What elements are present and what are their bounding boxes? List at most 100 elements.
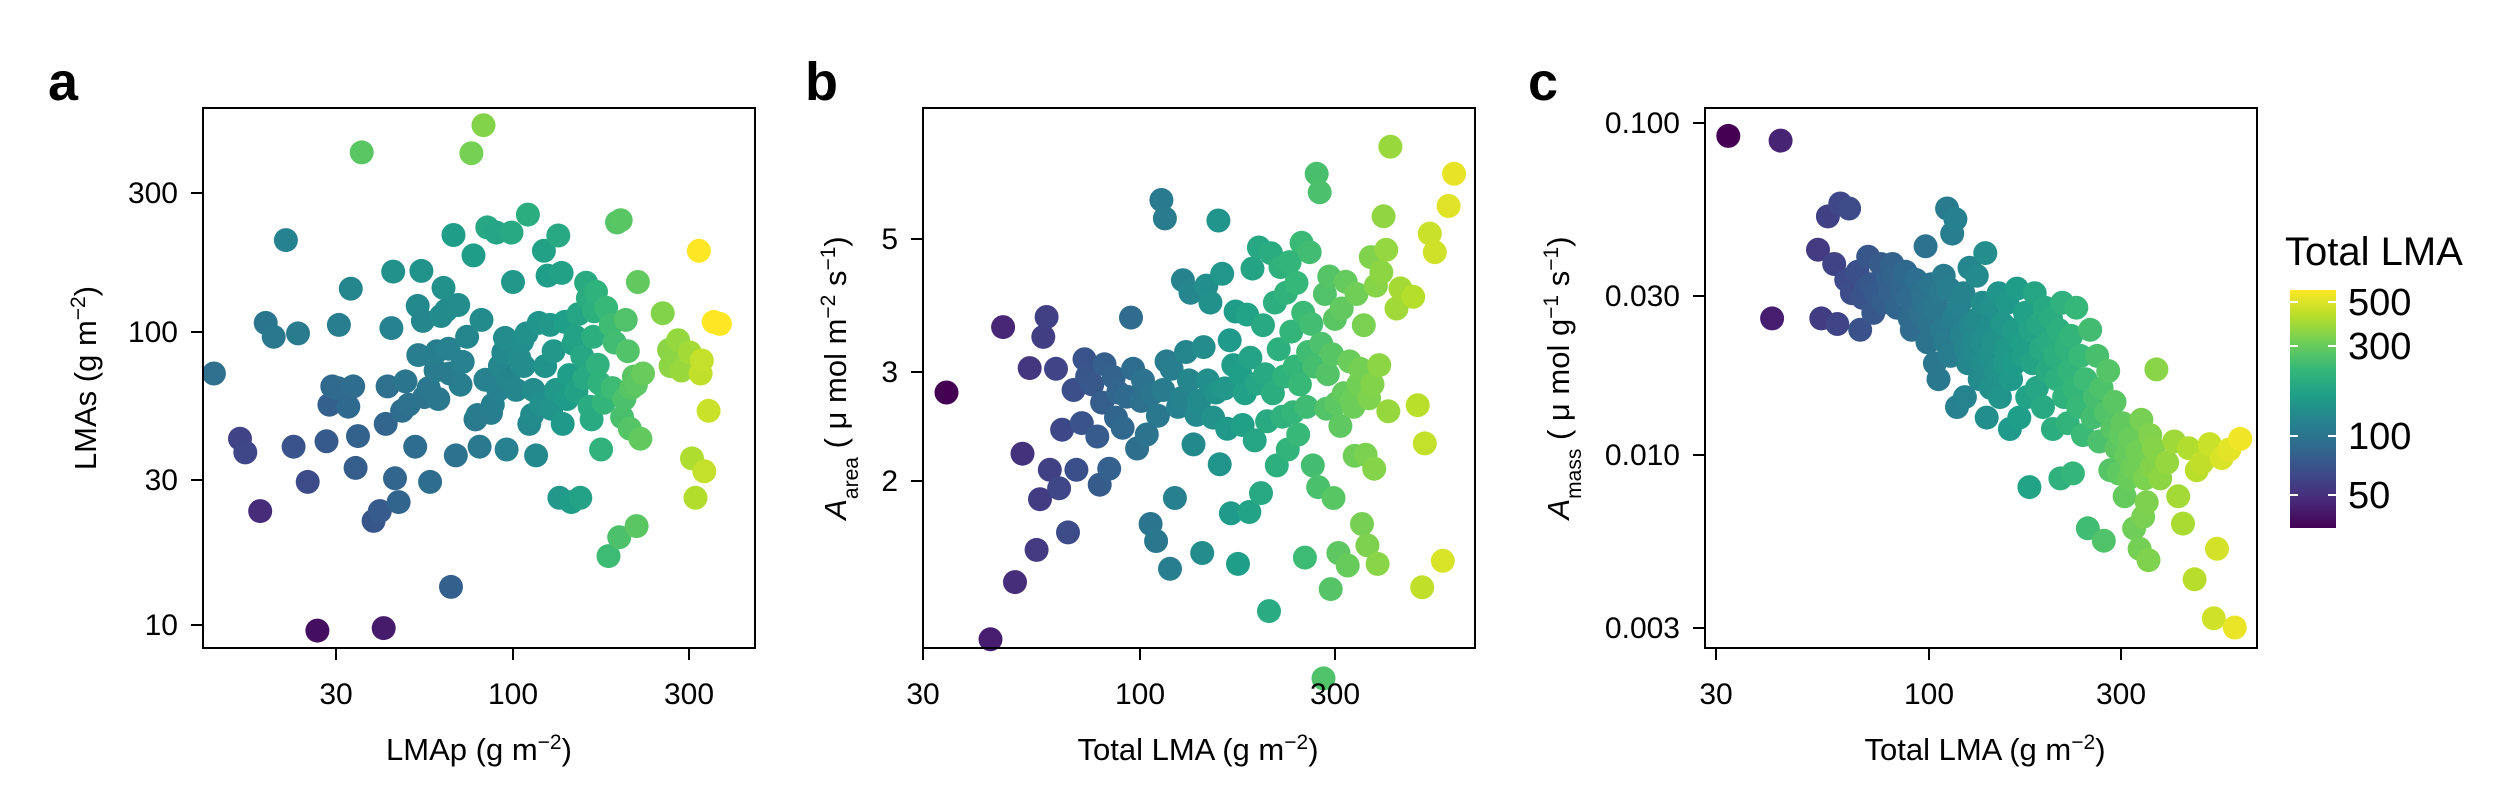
scatter-point-b-85 [1251, 313, 1275, 338]
scatter-point-b-29 [1110, 415, 1135, 440]
scatter-point-b-61 [1198, 290, 1223, 315]
scatter-point-c-104 [2031, 395, 2055, 419]
x-tick-label-b-30: 30 [906, 678, 939, 711]
scatter-point-a-56 [455, 324, 480, 349]
y-axis-title-b: Aarea ( μ mol m−2 s−1) [817, 236, 863, 522]
scatter-point-c-92 [2007, 405, 2032, 430]
panel-c-y-axis: 0.003 0.010 0.030 0.100 Amass ( μ mol g−… [1540, 107, 1705, 645]
scatter-point-b-90 [1260, 381, 1285, 406]
colorbar-tick-label-500: 500 [2348, 282, 2411, 324]
scatter-point-b-88 [1257, 599, 1281, 624]
scatter-point-a-5 [261, 324, 286, 349]
scatter-point-b-119 [1311, 666, 1336, 691]
scatter-point-b-81 [1242, 428, 1267, 453]
scatter-point-a-32 [393, 369, 418, 394]
panel-b-y-axis: 2 3 5 Aarea ( μ mol m−2 s−1) [817, 223, 923, 522]
scatter-point-b-70 [1218, 501, 1243, 526]
scatter-point-b-57 [1190, 541, 1215, 565]
scatter-point-b-3 [1003, 570, 1027, 595]
scatter-point-b-111 [1297, 240, 1322, 265]
scatter-point-b-143 [1351, 313, 1376, 338]
scatter-point-b-104 [1286, 422, 1311, 447]
scatter-point-b-124 [1318, 577, 1343, 602]
scatter-point-a-73 [494, 437, 519, 462]
scatter-point-c-139 [2102, 390, 2127, 414]
scatter-point-a-2 [233, 440, 258, 465]
scatter-point-a-17 [338, 276, 363, 301]
scatter-point-a-150 [686, 238, 711, 263]
scatter-point-c-165 [2166, 484, 2191, 509]
scatter-point-b-40 [1145, 403, 1170, 428]
scatter-point-c-136 [2096, 359, 2121, 383]
colorbar-tick-label-300: 300 [2348, 326, 2411, 368]
scatter-point-a-38 [410, 308, 435, 333]
scatter-point-b-84 [1249, 481, 1273, 506]
scatter-point-b-2 [991, 315, 1016, 340]
scatter-point-a-3 [248, 499, 273, 524]
scatter-point-b-9 [1034, 305, 1059, 329]
scatter-point-c-43 [1926, 367, 1951, 392]
scatter-point-c-82 [1987, 385, 2012, 410]
panel-b-points [934, 134, 1467, 691]
x-tick-label-a-100: 100 [488, 678, 538, 711]
scatter-point-b-66 [1210, 261, 1235, 286]
scatter-point-b-153 [1369, 260, 1394, 285]
scatter-point-c-172 [2201, 606, 2226, 631]
x-tick-label-a-30: 30 [319, 678, 352, 711]
x-axis-title-a: LMAp (g m−2) [386, 731, 572, 768]
scatter-point-a-120 [589, 437, 614, 462]
scatter-point-b-126 [1321, 486, 1346, 510]
scatter-point-a-44 [426, 387, 451, 411]
scatter-point-b-93 [1266, 337, 1291, 362]
scatter-point-b-16 [1064, 457, 1089, 482]
scatter-point-a-57 [459, 141, 484, 166]
scatter-point-c-3 [1806, 237, 1830, 262]
scatter-point-b-156 [1376, 399, 1401, 424]
scatter-point-b-49 [1169, 386, 1194, 411]
scatter-point-a-30 [386, 490, 411, 515]
scatter-point-b-160 [1401, 284, 1426, 309]
scatter-point-b-151 [1365, 551, 1390, 576]
scatter-point-c-120 [2060, 461, 2085, 486]
scatter-point-b-142 [1350, 512, 1374, 536]
scatter-point-b-155 [1374, 237, 1399, 262]
scatter-point-b-79 [1238, 345, 1263, 370]
x-axis-title-c: Total LMA (g m−2) [1864, 731, 2105, 768]
scatter-point-b-115 [1304, 161, 1329, 186]
scatter-point-c-168 [2182, 567, 2207, 592]
scatter-point-a-77 [504, 377, 529, 402]
scatter-point-a-25 [373, 411, 398, 436]
scatter-point-b-45 [1158, 556, 1182, 581]
x-tick-label-b-100: 100 [1115, 678, 1165, 711]
scatter-point-b-11 [1044, 356, 1068, 381]
scatter-point-a-50 [439, 574, 463, 599]
scatter-point-b-1 [978, 627, 1003, 652]
scatter-point-b-105 [1287, 372, 1312, 397]
scatter-point-a-115 [581, 324, 606, 349]
panel-c-frame [1704, 107, 2258, 649]
scatter-point-b-21 [1085, 424, 1110, 449]
x-axis-title-b: Total LMA (g m−2) [1077, 731, 1318, 768]
scatter-point-b-67 [1212, 376, 1237, 401]
scatter-point-b-154 [1371, 204, 1396, 229]
scatter-point-c-58 [1951, 281, 1976, 306]
scatter-point-b-14 [1056, 520, 1080, 545]
scatter-point-a-94 [541, 339, 566, 364]
scatter-point-c-10 [1837, 196, 1862, 221]
scatter-point-b-12 [1047, 476, 1072, 501]
y-tick-label-c-0.003: 0.003 [1605, 612, 1680, 645]
scatter-point-b-10 [1037, 457, 1062, 482]
scatter-point-a-138 [624, 514, 649, 539]
x-tick-label-a-300: 300 [664, 678, 714, 711]
panel-a-y-axis: 10 30 100 300 LMAs (g m−2) [67, 177, 203, 642]
scatter-point-b-5 [1017, 356, 1042, 381]
scatter-point-c-166 [2171, 511, 2195, 536]
scatter-point-c-36 [1913, 234, 1938, 259]
scatter-point-c-161 [2144, 357, 2169, 382]
scatter-point-a-75 [499, 220, 524, 245]
scatter-point-b-149 [1362, 456, 1387, 481]
scatter-point-a-18 [341, 374, 366, 399]
scatter-point-b-131 [1329, 296, 1354, 321]
scatter-point-c-13 [1848, 317, 1873, 342]
y-tick-label-b-5: 5 [881, 223, 898, 256]
